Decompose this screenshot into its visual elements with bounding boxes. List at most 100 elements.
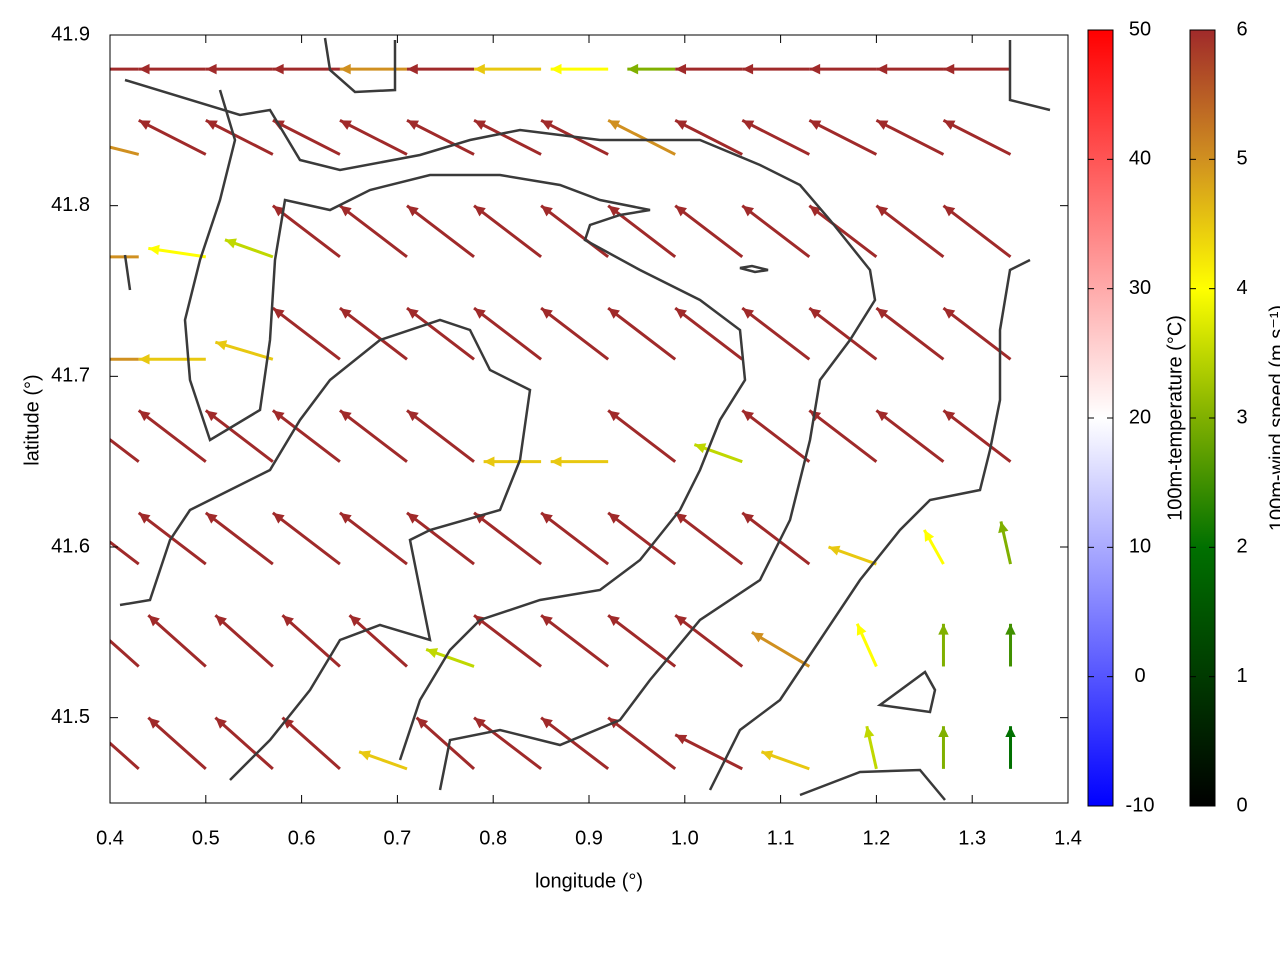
vector-head — [72, 135, 84, 145]
vector-shaft — [540, 306, 610, 361]
wind-vector — [339, 511, 408, 566]
wind-vector — [271, 511, 341, 566]
vector-head — [742, 512, 755, 524]
wind-vector — [138, 118, 207, 156]
vector-head — [943, 63, 955, 75]
vector-head — [608, 615, 620, 626]
vector-head — [608, 308, 620, 319]
vector-head — [339, 120, 352, 130]
vector-head — [81, 615, 93, 626]
wind-vector — [808, 204, 878, 259]
vector-shaft — [674, 733, 743, 771]
vector-head — [215, 615, 227, 627]
vector-head — [742, 63, 754, 75]
wind-vector — [674, 204, 744, 259]
vector-head — [943, 205, 956, 217]
vector-shaft — [808, 306, 878, 361]
wind-vector — [540, 511, 610, 566]
wind-vector — [473, 204, 543, 259]
vector-shaft — [540, 204, 610, 259]
vector-head — [148, 615, 160, 627]
vector-head — [608, 410, 620, 422]
vector-head — [349, 615, 362, 627]
vector-head — [541, 512, 553, 524]
vector-head — [675, 205, 687, 217]
wind-vector — [540, 614, 610, 668]
wind-vector — [942, 409, 1012, 463]
wind-vector — [483, 456, 542, 467]
vector-head — [742, 120, 755, 130]
vector-head — [550, 63, 562, 75]
vector-head — [215, 717, 227, 729]
colorbar-tick-label: 40 — [1129, 148, 1151, 170]
wind-vector — [281, 716, 341, 770]
vector-shaft — [607, 118, 676, 156]
wind-vector — [147, 716, 207, 770]
colorbar-label: 100m-temperature (°C) — [1164, 315, 1186, 521]
wind-vector — [272, 118, 341, 156]
wind-vector — [875, 409, 945, 463]
contour-line — [124, 78, 877, 791]
wind-vector — [339, 306, 408, 361]
vector-shaft — [339, 118, 408, 156]
wind-vector — [607, 511, 677, 566]
vector-head — [541, 717, 553, 729]
wind-vector — [875, 306, 945, 361]
wind-vector — [406, 409, 475, 463]
wind-vector — [110, 357, 139, 361]
vector-head — [828, 545, 841, 556]
contour-line — [323, 37, 397, 94]
vector-shaft — [473, 511, 543, 566]
wind-vector — [358, 750, 408, 771]
vector-shaft — [875, 306, 945, 361]
vector-head — [72, 513, 84, 524]
wind-vector — [741, 409, 811, 463]
vector-shaft — [406, 409, 475, 463]
wind-vector — [741, 204, 811, 259]
vector-shaft — [473, 614, 543, 668]
wind-vector — [473, 716, 543, 771]
colorbar-tick-label: 3 — [1236, 406, 1247, 428]
wind-vector — [875, 118, 945, 156]
wind-vector — [110, 67, 139, 71]
vector-head — [138, 354, 150, 365]
vector-head — [72, 252, 83, 262]
contour-line — [708, 258, 1031, 791]
wind-vector — [627, 63, 676, 75]
colorbar-tick-label: 5 — [1236, 148, 1247, 170]
vector-shaft — [147, 716, 207, 770]
vector-head — [205, 410, 218, 422]
x-tick-label: 1.0 — [671, 827, 699, 849]
vector-shaft — [339, 409, 408, 463]
vector-head — [72, 410, 84, 421]
vector-shaft — [473, 716, 543, 771]
wind-vector — [214, 614, 274, 668]
vector-shaft — [607, 614, 677, 668]
wind-vector — [138, 63, 206, 75]
wind-vector — [607, 306, 677, 361]
vector-shaft — [473, 118, 542, 156]
vector-shaft — [607, 716, 677, 771]
vector-head — [339, 205, 352, 217]
vector-head — [406, 120, 419, 130]
vector-shaft — [406, 511, 475, 566]
vector-shaft — [607, 409, 677, 463]
vector-head — [675, 512, 687, 524]
wind-vector — [473, 306, 543, 361]
vector-head — [282, 615, 294, 627]
wind-vector — [339, 409, 408, 463]
colorbar-tick-label: 0 — [1236, 794, 1247, 816]
colorbar-tick-label: -10 — [1126, 794, 1155, 816]
wind-vector — [138, 354, 206, 365]
wind-vector — [741, 511, 811, 566]
vector-shaft — [473, 204, 543, 259]
wind-vector — [808, 118, 878, 156]
vector-shaft — [875, 118, 945, 156]
wind-vector — [72, 135, 140, 156]
vector-shaft — [110, 437, 140, 463]
vector-head — [541, 120, 554, 130]
vector-shaft — [741, 409, 811, 463]
colorbar-tick-label: 6 — [1236, 18, 1247, 40]
vector-shaft — [339, 511, 408, 566]
colorbar-tick-label: 2 — [1236, 536, 1247, 558]
